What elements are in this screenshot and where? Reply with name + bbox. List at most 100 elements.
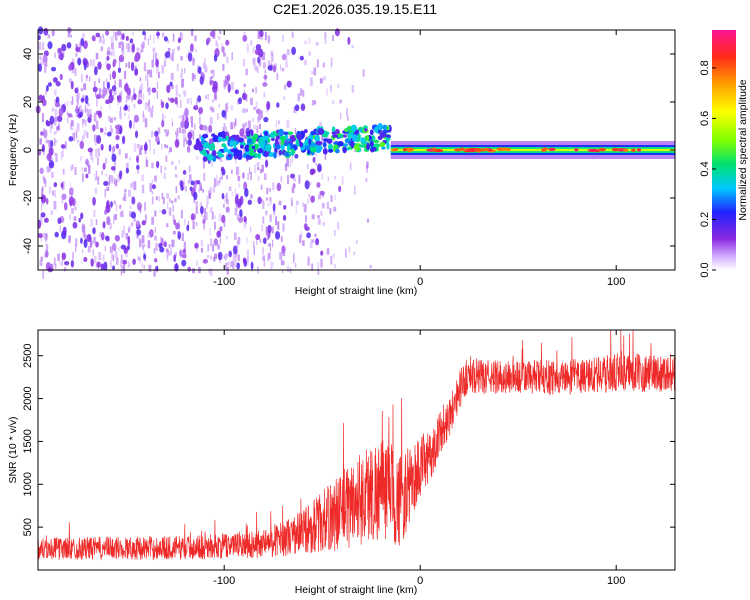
- spectrogram-cell: [106, 89, 109, 93]
- spectrogram-cell: [308, 37, 311, 44]
- spectrogram-cell: [169, 55, 172, 60]
- spectrogram-cell: [63, 266, 67, 271]
- spectrogram-cell: [236, 152, 243, 160]
- spectrogram-cell: [152, 47, 156, 53]
- spectrogram-cell: [54, 116, 58, 123]
- spectrogram-cell: [261, 224, 264, 232]
- spectrogram-cell: [103, 81, 105, 89]
- spectrogram-x-ticks: -100 0 100: [213, 30, 625, 288]
- spectrogram-cell: [200, 239, 204, 247]
- spectrogram-cell: [253, 124, 256, 130]
- spectrogram-cell: [318, 194, 321, 200]
- spectrogram-cell: [118, 110, 122, 119]
- spectrogram-cell: [262, 216, 265, 224]
- spectrogram-cell: [267, 253, 270, 261]
- spectrogram-cell: [243, 223, 247, 229]
- spectrogram-cell: [102, 87, 108, 96]
- spectrogram-cell: [402, 148, 407, 152]
- spectrogram-cell: [98, 39, 101, 44]
- spectrogram-cell: [95, 94, 102, 100]
- spectrogram-cell: [291, 46, 296, 56]
- spectrogram-cell: [373, 139, 380, 144]
- spectrogram-cell: [283, 204, 287, 210]
- spectrogram-cell: [200, 205, 204, 215]
- spectrogram-cell: [242, 171, 245, 180]
- spectrogram-cell: [196, 246, 198, 252]
- spectrogram-cell: [350, 140, 355, 149]
- spectrogram-cell: [202, 160, 205, 169]
- spectrogram-cell: [299, 55, 304, 61]
- spectrogram-cell: [155, 196, 158, 201]
- spectrogram-cell: [151, 179, 153, 184]
- spectrogram-cell: [204, 207, 207, 216]
- spectrogram-cell: [94, 134, 96, 142]
- spectrogram-cell: [41, 204, 43, 212]
- spectrogram-cell: [255, 101, 258, 109]
- spectrogram-cell: [113, 214, 116, 221]
- spectrogram-cell: [51, 29, 55, 37]
- spectrogram-cell: [275, 231, 281, 240]
- spectrogram-cell: [75, 52, 78, 57]
- spectrogram-cell: [120, 254, 123, 261]
- spectrogram-cell: [342, 146, 347, 154]
- spectrogram-cell: [53, 182, 58, 188]
- spectrogram-cell: [220, 138, 227, 142]
- spectrogram-cell: [257, 176, 260, 181]
- spectrogram-cell: [344, 138, 350, 144]
- chart-title: C2E1.2026.035.19.15.E11: [273, 1, 437, 17]
- spectrogram-cell: [127, 227, 130, 233]
- spectrogram-cell: [141, 262, 143, 268]
- spectrogram-cell: [45, 244, 49, 251]
- spectrogram-cell: [97, 148, 100, 157]
- spectrogram-cell: [303, 203, 307, 213]
- spectrogram-cell: [202, 258, 209, 264]
- spectrogram-cell: [69, 214, 71, 220]
- spectrogram-cell: [112, 94, 115, 101]
- spectrogram-cell: [75, 46, 81, 53]
- spectrogram-cell: [118, 93, 122, 98]
- spectrogram-cell: [209, 227, 211, 236]
- spectrogram-cell: [210, 238, 213, 247]
- spectrogram-cell: [85, 107, 88, 112]
- spectrogram-cell: [258, 112, 262, 121]
- spectrogram-cell: [52, 190, 55, 196]
- spectrogram-cell: [277, 150, 281, 157]
- spectrogram-cell: [47, 34, 51, 39]
- spectrogram-cell: [104, 235, 110, 242]
- spectrogram-cell: [223, 52, 226, 57]
- spectrogram-cell: [128, 61, 130, 69]
- spectrogram-cell: [106, 78, 108, 85]
- spectrogram-cell: [278, 128, 285, 137]
- spectrogram-cell: [153, 269, 156, 277]
- spectrogram-cell: [83, 83, 87, 90]
- spectrogram-cell: [308, 194, 310, 198]
- spectrogram-cell: [84, 119, 87, 127]
- spectrogram-cell: [114, 177, 116, 185]
- spectrogram-cell: [151, 162, 154, 169]
- spectrogram-cell: [43, 64, 47, 73]
- spectrogram-cell: [113, 215, 115, 225]
- spectrogram-cell: [93, 173, 96, 178]
- spectrogram-cell: [186, 224, 190, 232]
- snr-x-tick-label: -100: [213, 575, 235, 587]
- spectrogram-cell: [138, 90, 140, 100]
- spectrogram-cell: [263, 131, 269, 136]
- spectrogram-cell: [48, 140, 52, 148]
- spectrogram-cell: [202, 124, 208, 131]
- spectrogram-cell: [366, 135, 370, 141]
- spectrogram-cell: [167, 39, 169, 44]
- snr-y-tick-label: 2500: [22, 343, 34, 367]
- spectrogram-cell: [262, 247, 264, 255]
- spectrogram-cell: [114, 124, 121, 130]
- spectrogram-cell: [55, 96, 60, 104]
- spectrogram-cell: [118, 54, 125, 63]
- spectrogram-cell: [223, 221, 226, 228]
- spectrogram-cell: [347, 132, 352, 141]
- spectrogram-cell: [278, 200, 282, 206]
- spectrogram-cell: [354, 185, 356, 195]
- spectrogram-cell: [142, 93, 145, 101]
- spectrogram-cell: [123, 247, 128, 254]
- spectrogram-cell: [169, 81, 173, 87]
- spectrogram-cell: [129, 38, 134, 44]
- spectrogram-cell: [260, 35, 264, 40]
